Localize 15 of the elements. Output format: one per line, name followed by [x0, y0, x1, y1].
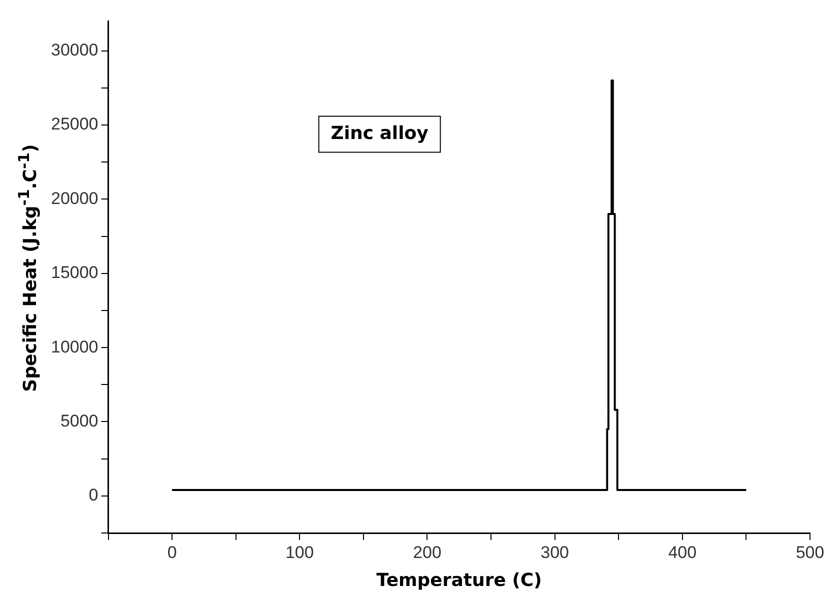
x-tick-label: 100 [285, 542, 314, 562]
y-tick-label: 30000 [50, 40, 98, 60]
x-axis-title: Temperature (C) [376, 570, 542, 591]
x-tick-label: 300 [540, 542, 570, 562]
y-tick-label: 20000 [50, 188, 98, 208]
y-tick-label: 10000 [50, 337, 98, 356]
x-tick-label: 0 [167, 542, 177, 562]
x-tick-label: 400 [668, 542, 697, 562]
y-tick-label: 5000 [60, 411, 98, 430]
y-tick-label: 15000 [50, 263, 98, 282]
annotation: Zinc alloy [330, 122, 429, 144]
x-tick-label: 200 [413, 542, 442, 562]
y-tick-label: 25000 [50, 114, 98, 134]
y-tick-label: 0 [88, 486, 98, 505]
x-tick-label: 500 [796, 542, 824, 562]
